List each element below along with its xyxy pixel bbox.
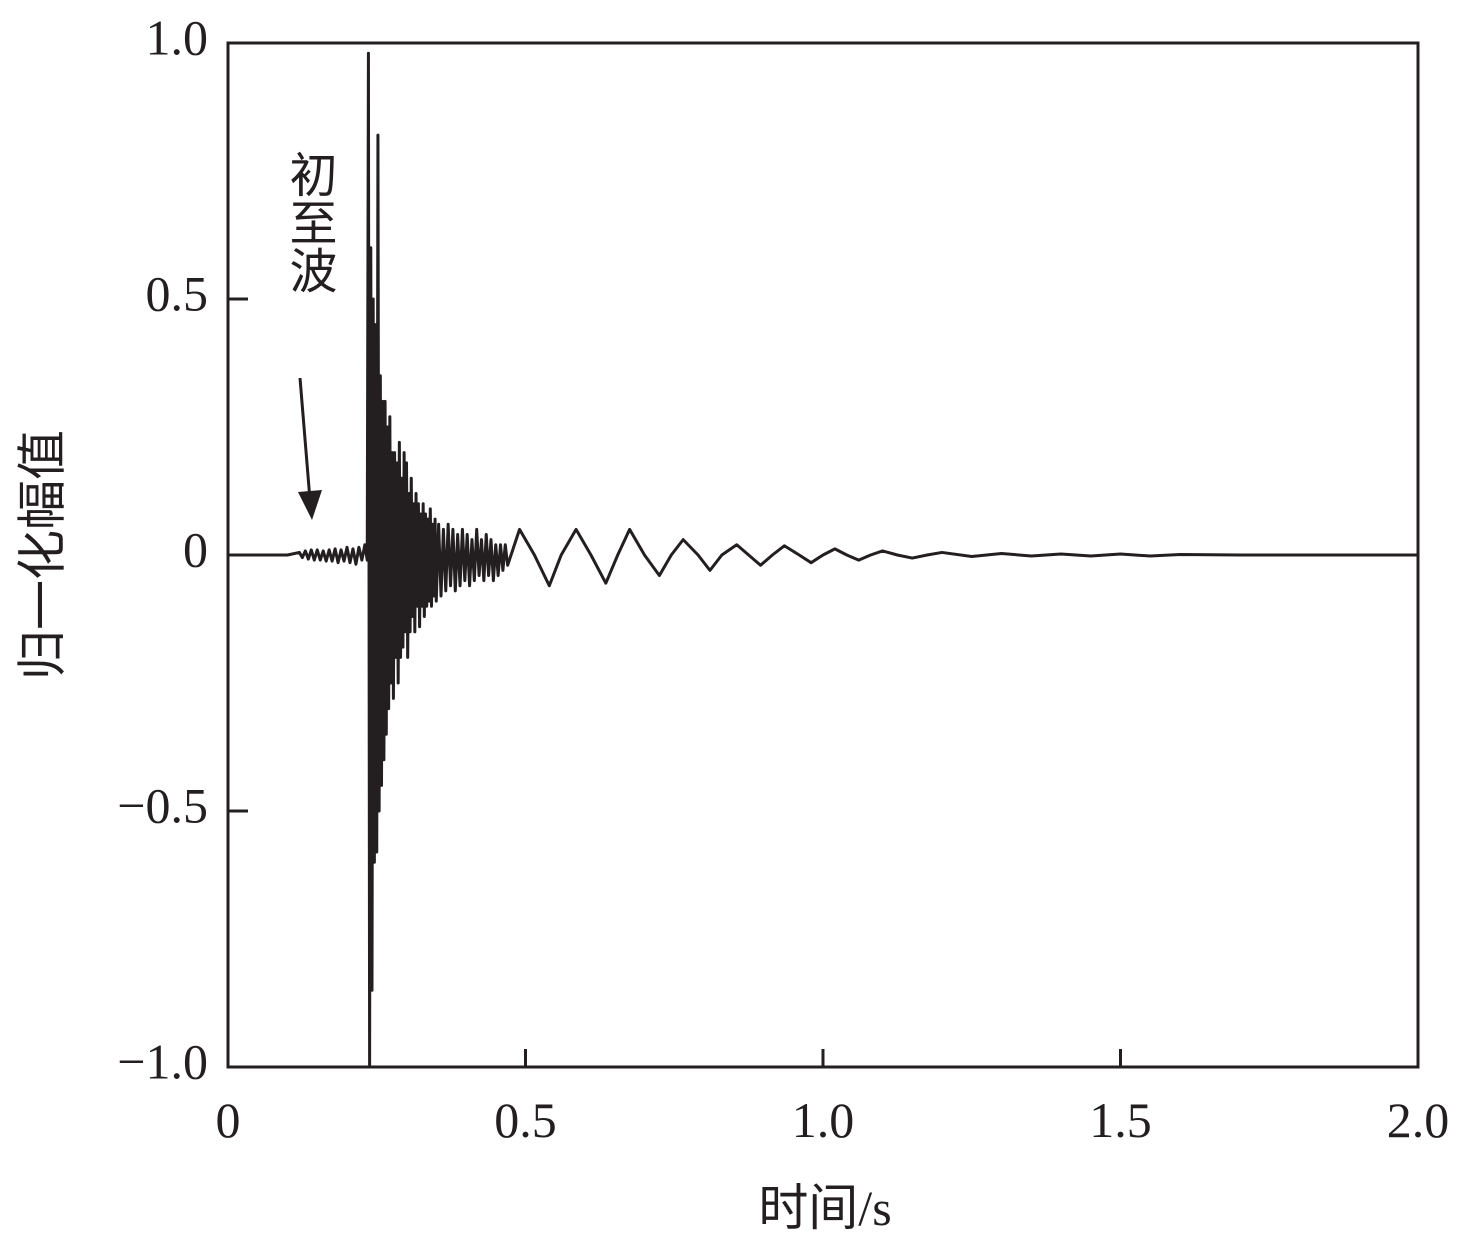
x-axis-label: 时间/s — [758, 1180, 891, 1236]
y-tick-label: 1.0 — [146, 9, 209, 65]
x-tick-label: 0.5 — [494, 1092, 557, 1148]
annotation-arrowhead — [298, 490, 322, 520]
y-tick-label: −1.0 — [117, 1033, 208, 1089]
x-tick-label: 1.5 — [1089, 1092, 1152, 1148]
x-tick-label: 2.0 — [1387, 1092, 1450, 1148]
y-tick-label: 0 — [183, 521, 208, 577]
annotation-arrow — [298, 377, 312, 501]
y-tick-label: −0.5 — [117, 777, 208, 833]
x-tick-label: 0 — [216, 1092, 241, 1148]
x-tick-label: 1.0 — [792, 1092, 855, 1148]
signal-line — [228, 51, 1418, 1069]
y-axis-label: 归一化幅值 — [14, 430, 70, 680]
annotation: 初至波 — [282, 150, 337, 294]
y-tick-label: 0.5 — [146, 265, 209, 321]
